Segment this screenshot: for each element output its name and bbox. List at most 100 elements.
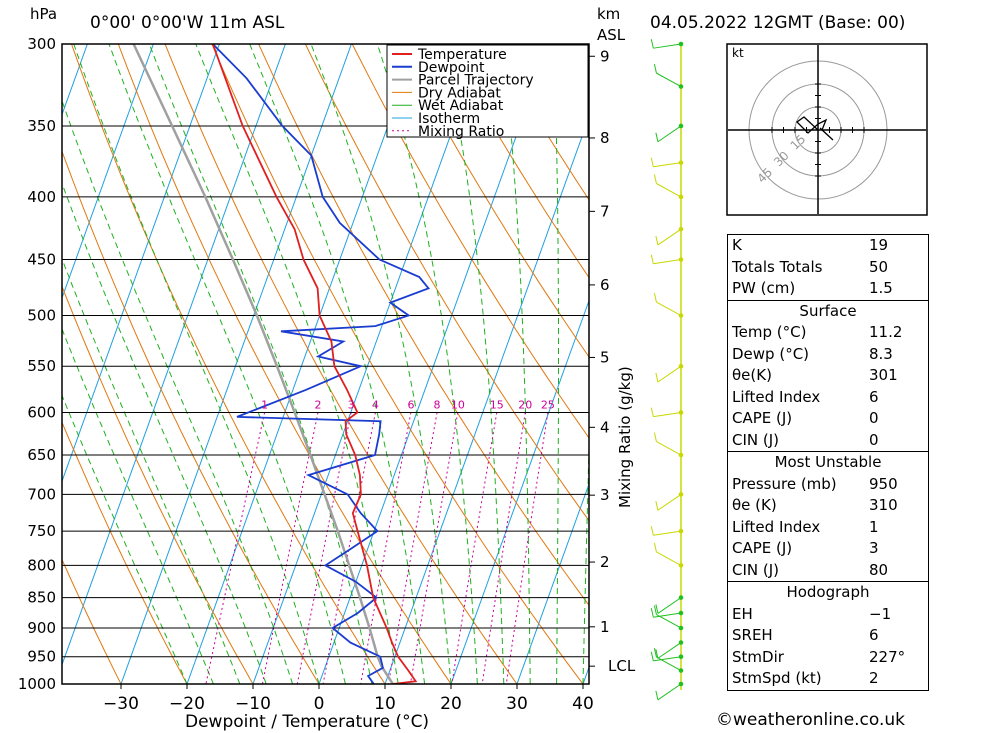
date-title: 04.05.2022 12GMT (Base: 00) xyxy=(650,13,905,33)
dry-adiabat-line xyxy=(62,150,320,684)
row-label: K xyxy=(732,236,742,254)
row-value: 301 xyxy=(869,366,898,384)
isotherm-line xyxy=(62,44,154,300)
wind-barb-flag xyxy=(653,174,657,184)
row-value: 0 xyxy=(869,409,879,427)
row-label: Lifted Index xyxy=(732,517,821,536)
table-row: Pressure (mb) 950 xyxy=(728,474,928,496)
table-row: Temp (°C) 11.2 xyxy=(728,322,928,344)
wind-barb xyxy=(657,493,682,511)
dry-adiabat-line xyxy=(398,44,589,358)
wind-barb xyxy=(656,656,682,671)
table-row: SREH 6 xyxy=(728,625,928,647)
row-value: 1 xyxy=(869,517,879,536)
mixing-ratio-label: 1 xyxy=(261,398,268,411)
dry-adiabat-line xyxy=(258,44,589,607)
row-label: SREH xyxy=(732,626,773,644)
mixing-ratio-label: 8 xyxy=(434,398,441,411)
mixing-ratio-line xyxy=(451,412,498,684)
temp-tick-label: 20 xyxy=(440,694,462,714)
wet-adiabat-line xyxy=(62,327,214,684)
table-row: θe (K) 310 xyxy=(728,495,928,517)
height-tick-label: LCL xyxy=(608,657,636,675)
wind-barb-flag xyxy=(653,648,657,658)
wet-adiabat-line xyxy=(62,257,241,684)
table-row: K 19 xyxy=(728,235,928,257)
wind-barb xyxy=(653,656,682,662)
temp-tick-label: −20 xyxy=(169,694,205,714)
isotherm-line xyxy=(450,299,589,684)
legend-entry: Dry Adiabat xyxy=(418,85,501,101)
dry-adiabat-line xyxy=(62,558,122,684)
wet-adiabat-line xyxy=(62,394,188,684)
wind-barb-flag xyxy=(650,254,654,264)
temp-tick-label: 0 xyxy=(314,694,325,714)
wind-barb xyxy=(656,72,682,87)
mixing-ratio-line xyxy=(481,412,526,684)
pressure-tick-label: 800 xyxy=(27,556,56,574)
most-unstable-title: Most Unstable xyxy=(774,453,882,471)
wind-barb-flag xyxy=(655,649,659,659)
row-label: CIN (J) xyxy=(732,560,780,579)
wind-barb-flag xyxy=(655,235,659,246)
height-tick-label: 7 xyxy=(600,202,610,220)
wet-adiabat-line xyxy=(195,44,399,684)
credit-text: ©weatheronline.co.uk xyxy=(716,710,906,730)
wind-barb xyxy=(653,411,682,418)
row-label: Lifted Index xyxy=(732,387,821,406)
surface-title: Surface xyxy=(799,301,857,320)
asl-unit-label: ASL xyxy=(597,26,626,44)
table-row: StmDir 227° xyxy=(728,647,928,669)
location-title: 0°00' 0°00'W 11m ASL xyxy=(90,13,285,33)
dry-adiabat-line xyxy=(445,44,589,279)
pressure-tick-label: 400 xyxy=(27,188,56,206)
pressure-tick-label: 850 xyxy=(27,589,56,607)
row-value: 19 xyxy=(869,236,889,254)
pressure-tick-label: 600 xyxy=(27,403,56,421)
mixing-ratio-axis-label: Mixing Ratio (g/kg) xyxy=(616,366,634,508)
dry-adiabat-line xyxy=(351,44,589,439)
mixing-ratio-labels: 1 2 3 4 6 8 10 15 20 25 xyxy=(261,398,555,411)
height-tick-label: 8 xyxy=(600,129,610,147)
pressure-axis: 300 350 400 450 500 550 600 650 700 750 800 850 900 9… xyxy=(18,35,56,693)
wind-profile xyxy=(650,39,684,701)
dry-adiabat-line xyxy=(62,421,188,684)
height-tick-label: 1 xyxy=(600,618,610,636)
sounding-profiles xyxy=(132,44,430,684)
row-value: 6 xyxy=(869,387,879,406)
legend-entry: Mixing Ratio xyxy=(418,124,504,140)
temp-tick-label: −30 xyxy=(103,694,139,714)
wind-barb xyxy=(657,642,682,659)
row-value: 8.3 xyxy=(869,344,893,363)
hpa-unit-label: hPa xyxy=(30,5,57,23)
wind-barb-flag xyxy=(650,608,654,618)
row-value: 3 xyxy=(869,539,879,557)
row-value: 80 xyxy=(869,560,889,579)
row-label: StmDir xyxy=(732,647,784,666)
wind-barb xyxy=(656,183,682,198)
table-row: Totals Totals 50 xyxy=(728,257,928,279)
mixing-ratio-label: 6 xyxy=(407,398,414,411)
wind-barb-flag xyxy=(655,372,659,383)
pressure-tick-label: 1000 xyxy=(18,675,56,693)
mixing-ratio-label: 20 xyxy=(518,398,532,411)
pressure-tick-label: 500 xyxy=(27,307,56,325)
table-row: PW (cm) 1.5 xyxy=(728,278,928,300)
wind-barb xyxy=(657,228,682,246)
mixing-ratio-line xyxy=(205,412,266,684)
row-value: 310 xyxy=(869,496,898,514)
row-label: Pressure (mb) xyxy=(732,474,837,493)
x-axis-label: Dewpoint / Temperature (°C) xyxy=(185,712,429,732)
dry-adiabat-line xyxy=(931,7,1000,710)
pressure-tick-label: 700 xyxy=(27,485,56,503)
table-row: CIN (J) 80 xyxy=(728,560,928,582)
wind-barb xyxy=(656,551,682,566)
pressure-tick-label: 900 xyxy=(27,619,56,637)
wind-barb-flag xyxy=(650,407,654,417)
wind-point xyxy=(678,452,684,458)
table-row: CAPE (J) 3 xyxy=(728,538,928,560)
wind-barb-flag xyxy=(650,651,654,662)
row-label: θe(K) xyxy=(732,366,772,384)
mixing-ratio-label: 10 xyxy=(451,398,465,411)
